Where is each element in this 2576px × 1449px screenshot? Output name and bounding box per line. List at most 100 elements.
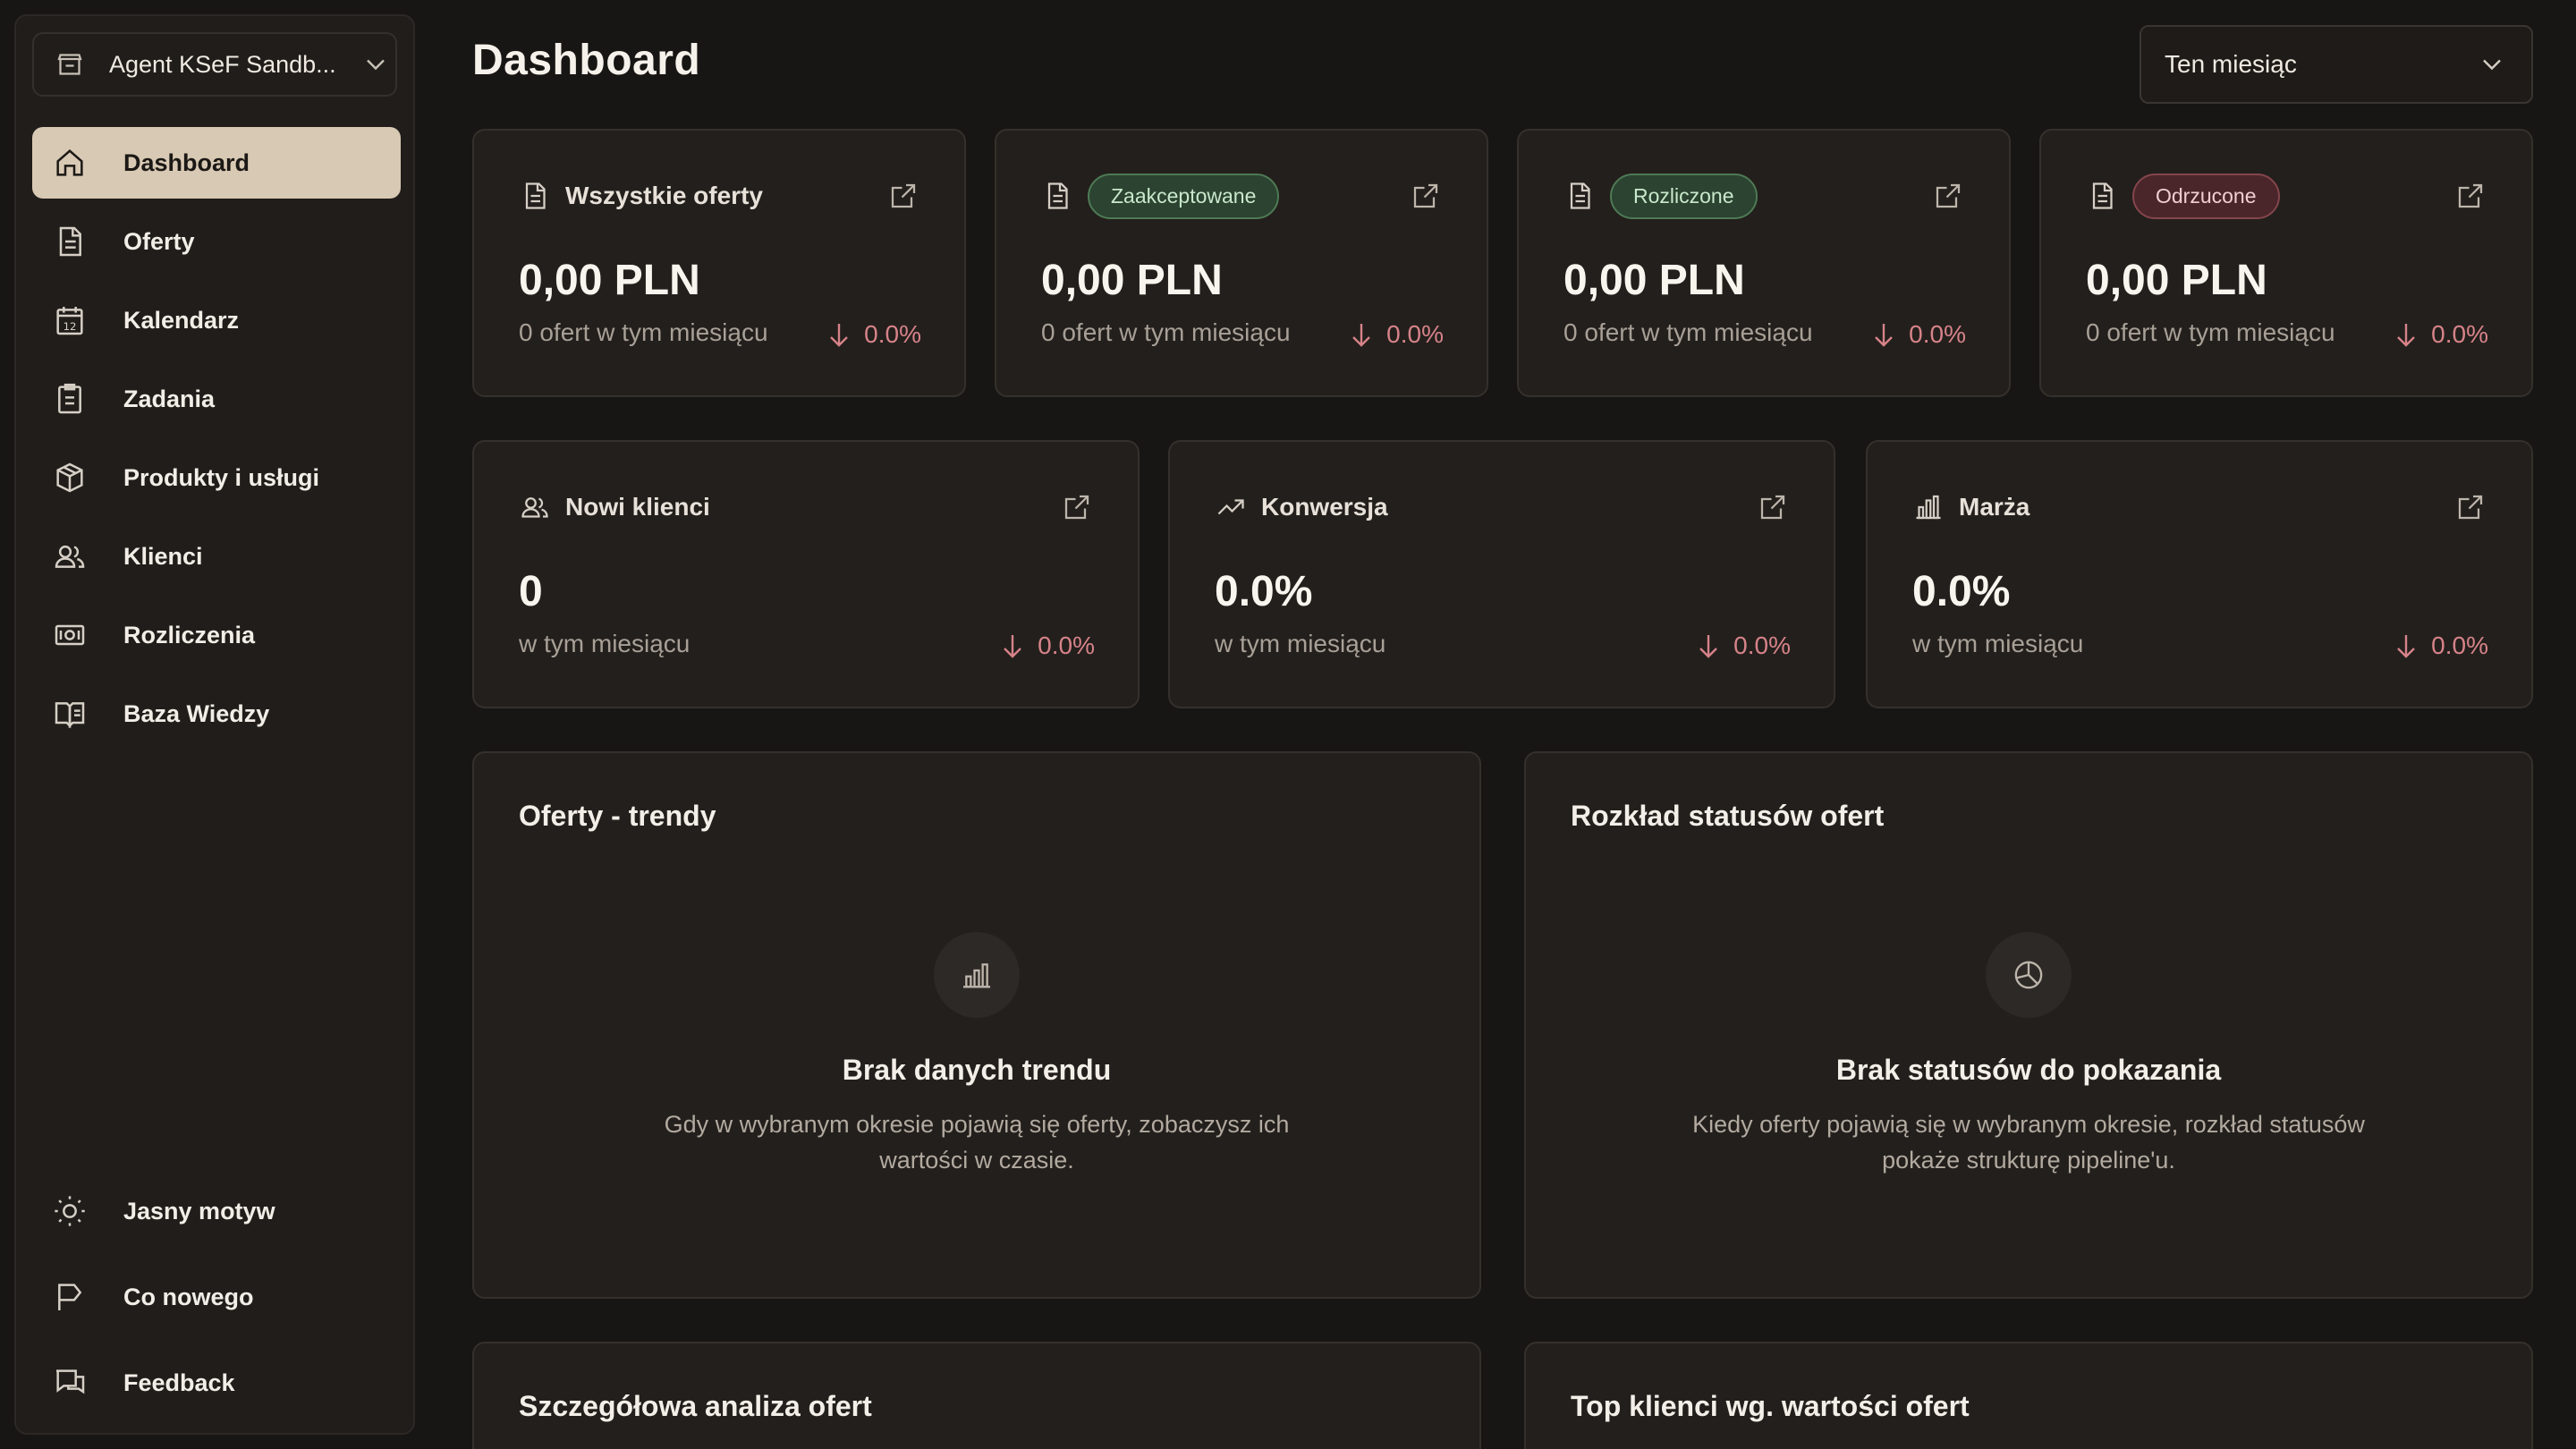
card-value: 0,00 PLN: [2086, 257, 2267, 304]
pie-chart-icon: [2011, 957, 2046, 993]
offer-card-all: Wszystkie oferty 0,00 PLN 0 ofert w tym …: [472, 129, 966, 397]
panel-title: Top klienci wg. wartości ofert: [1571, 1390, 1970, 1422]
arrow-down-icon: [996, 630, 1029, 662]
empty-state-text: Gdy w wybranym okresie pojawią się ofert…: [664, 1111, 1290, 1174]
sidebar-item-label: Baza Wiedzy: [123, 699, 270, 727]
card-title: Marża: [1959, 493, 2030, 521]
period-select[interactable]: Ten miesiąc: [2140, 25, 2533, 104]
sidebar-item-oferty[interactable]: Oferty: [32, 206, 401, 277]
card-value: 0.0%: [1215, 568, 1313, 615]
banknote-icon: [52, 617, 88, 653]
sidebar-item-dashboard[interactable]: Dashboard: [32, 127, 401, 199]
arrow-down-icon: [1345, 318, 1377, 351]
sidebar: Agent KSeF Sandb... Dashboard Oferty 12 …: [14, 14, 415, 1435]
card-delta: 0.0%: [996, 630, 1095, 662]
empty-state: Brak danych trendu Gdy w wybranym okresi…: [474, 932, 1479, 1178]
home-icon: [52, 145, 88, 181]
card-subtitle: 0 ofert w tym miesiącu: [1041, 318, 1291, 346]
chevron-down-icon: [2476, 48, 2508, 80]
calendar-icon: 12: [52, 302, 88, 338]
empty-state: Brak statusów do pokazania Kiedy oferty …: [1526, 932, 2531, 1178]
metric-card-margin: Marża 0.0% w tym miesiącu 0.0%: [1866, 440, 2533, 708]
org-name: Agent KSeF Sandb...: [109, 50, 336, 78]
status-badge: Odrzucone: [2132, 173, 2280, 219]
document-icon: [1563, 180, 1596, 212]
status-badge: Zaakceptowane: [1088, 173, 1280, 219]
org-switcher[interactable]: Agent KSeF Sandb...: [32, 32, 397, 97]
card-delta: 0.0%: [1868, 318, 1966, 351]
card-subtitle: 0 ofert w tym miesiącu: [519, 318, 768, 346]
whats-new-link[interactable]: Co nowego: [32, 1261, 401, 1333]
card-delta-value: 0.0%: [1038, 631, 1095, 659]
card-subtitle: w tym miesiącu: [1912, 630, 2084, 657]
card-value: 0.0%: [1912, 568, 2011, 615]
bar-chart-icon: [959, 957, 995, 993]
top-clients-panel: Top klienci wg. wartości ofert: [1524, 1342, 2533, 1449]
external-link-icon[interactable]: [2454, 180, 2487, 212]
sidebar-item-rozliczenia[interactable]: Rozliczenia: [32, 599, 401, 671]
sidebar-item-label: Produkty i usługi: [123, 463, 320, 491]
sidebar-item-zadania[interactable]: Zadania: [32, 363, 401, 435]
empty-state-icon-wrap: [1986, 932, 2072, 1018]
card-delta-value: 0.0%: [1909, 320, 1966, 348]
chevron-down-icon: [360, 48, 392, 80]
sun-icon: [52, 1193, 88, 1229]
external-link-icon[interactable]: [1932, 180, 1964, 212]
flag-icon: [52, 1279, 88, 1315]
card-value: 0,00 PLN: [1041, 257, 1223, 304]
sidebar-item-produkty[interactable]: Produkty i usługi: [32, 442, 401, 513]
document-icon: [519, 180, 551, 212]
sidebar-item-label: Dashboard: [123, 148, 250, 176]
arrow-down-icon: [823, 318, 855, 351]
card-subtitle: 0 ofert w tym miesiącu: [1563, 318, 1813, 346]
sidebar-item-label: Klienci: [123, 542, 203, 570]
arrow-down-icon: [2390, 318, 2422, 351]
metric-card-new-clients: Nowi klienci 0 w tym miesiącu 0.0%: [472, 440, 1140, 708]
card-title: Konwersja: [1261, 493, 1388, 521]
theme-toggle[interactable]: Jasny motyw: [32, 1175, 401, 1247]
card-delta-value: 0.0%: [2431, 320, 2488, 348]
sidebar-item-label: Rozliczenia: [123, 621, 256, 648]
users-icon: [52, 538, 88, 574]
external-link-icon[interactable]: [2454, 491, 2487, 523]
card-title: Nowi klienci: [565, 493, 710, 521]
status-badge: Rozliczone: [1610, 173, 1758, 219]
external-link-icon[interactable]: [887, 180, 919, 212]
empty-state-title: Brak danych trendu: [842, 1054, 1112, 1086]
card-delta-value: 0.0%: [1733, 631, 1791, 659]
empty-state-text: Kiedy oferty pojawią się w wybranym okre…: [1692, 1111, 2365, 1174]
trending-up-icon: [1215, 491, 1247, 523]
arrow-down-icon: [1692, 630, 1724, 662]
card-delta: 0.0%: [2390, 318, 2488, 351]
sidebar-item-baza-wiedzy[interactable]: Baza Wiedzy: [32, 678, 401, 750]
external-link-icon[interactable]: [1757, 491, 1789, 523]
svg-text:12: 12: [64, 320, 77, 333]
document-icon: [52, 224, 88, 259]
arrow-down-icon: [2390, 630, 2422, 662]
card-delta-value: 0.0%: [864, 320, 921, 348]
sidebar-item-label: Jasny motyw: [123, 1197, 275, 1224]
book-icon: [52, 696, 88, 732]
store-icon: [54, 48, 86, 80]
offer-card-rejected: Odrzucone 0,00 PLN 0 ofert w tym miesiąc…: [2039, 129, 2533, 397]
sidebar-item-klienci[interactable]: Klienci: [32, 521, 401, 592]
card-subtitle: w tym miesiącu: [1215, 630, 1386, 657]
sidebar-item-label: Zadania: [123, 385, 216, 412]
bar-chart-icon: [1912, 491, 1945, 523]
sidebar-item-kalendarz[interactable]: 12 Kalendarz: [32, 284, 401, 356]
box-icon: [52, 460, 88, 496]
card-subtitle: 0 ofert w tym miesiącu: [2086, 318, 2335, 346]
feedback-link[interactable]: Feedback: [32, 1347, 401, 1419]
external-link-icon[interactable]: [1061, 491, 1093, 523]
panel-title: Rozkład statusów ofert: [1571, 800, 1885, 832]
external-link-icon[interactable]: [1410, 180, 1442, 212]
offers-trend-panel: Oferty - trendy Brak danych trendu Gdy w…: [472, 751, 1481, 1299]
page-title: Dashboard: [472, 37, 701, 84]
card-delta-value: 0.0%: [2431, 631, 2488, 659]
card-value: 0: [519, 568, 543, 615]
offers-analysis-panel: Szczegółowa analiza ofert: [472, 1342, 1481, 1449]
sidebar-item-label: Feedback: [123, 1368, 235, 1396]
card-title: Wszystkie oferty: [565, 182, 763, 209]
sidebar-item-label: Oferty: [123, 227, 195, 255]
panel-title: Oferty - trendy: [519, 800, 716, 832]
